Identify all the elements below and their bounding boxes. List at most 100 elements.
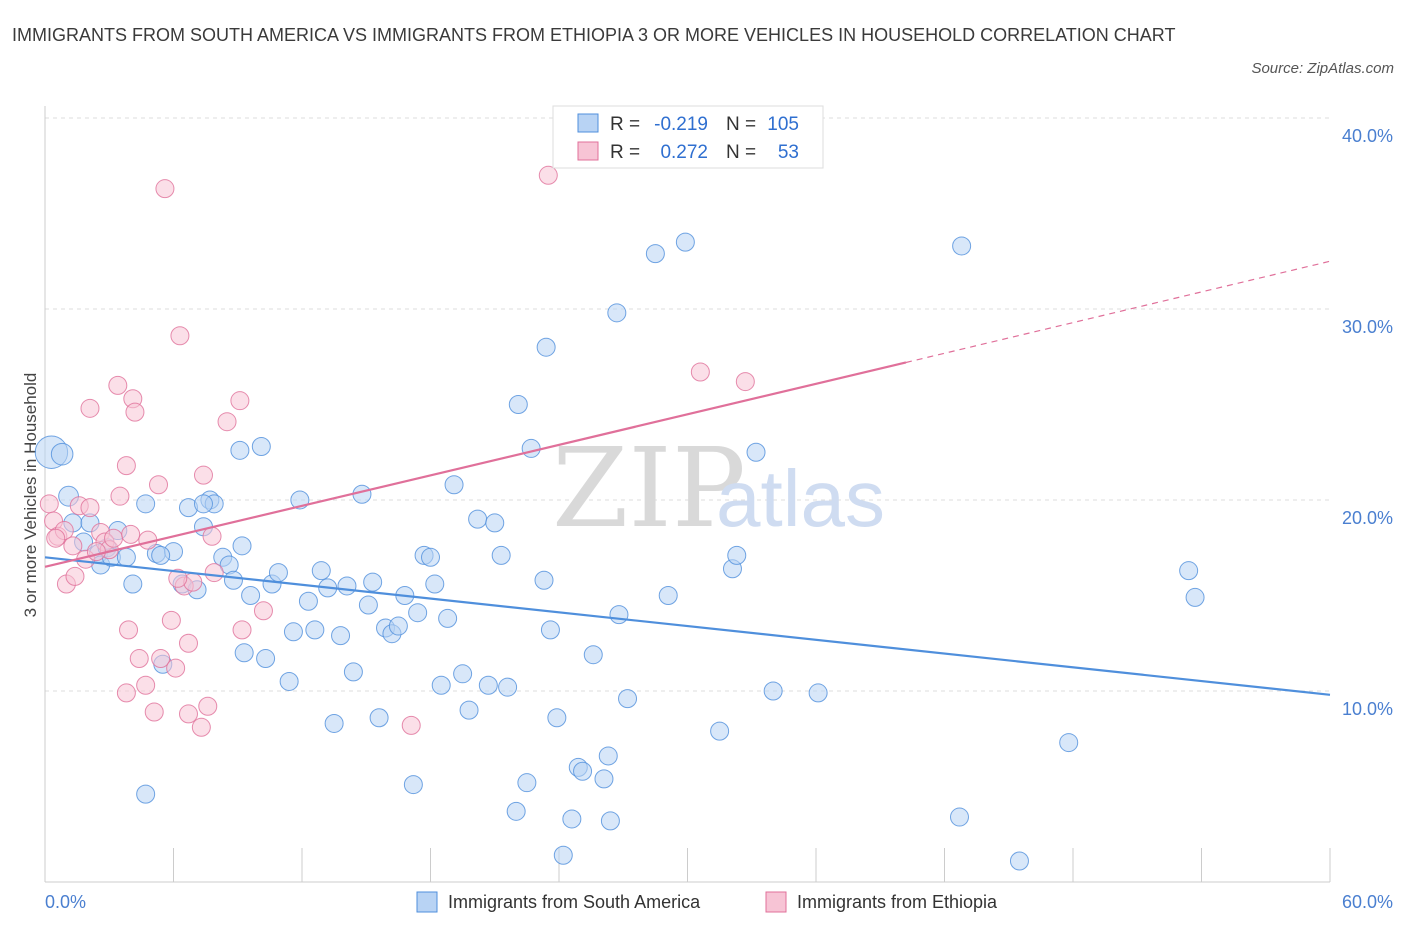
south-america-point-78 [573, 761, 593, 781]
ethiopia-point-37 [191, 717, 211, 737]
south-america-point-34 [283, 622, 303, 642]
south-america-point-27 [234, 643, 254, 663]
ethiopia-point-52 [168, 568, 188, 588]
y-tick-label-3: 40.0% [1342, 126, 1393, 146]
x-tick-label-1: 60.0% [1342, 892, 1393, 912]
ethiopia-point-34 [178, 704, 198, 724]
legend-n-label: N = [726, 114, 756, 135]
legend-r-value: -0.219 [654, 114, 708, 135]
south-america-point-30 [256, 649, 276, 669]
south-america-point-70 [521, 438, 541, 458]
ethiopia-point-14 [104, 528, 124, 548]
south-america-point-74 [547, 708, 567, 728]
ethiopia-point-40 [202, 526, 222, 546]
south-america-point-44 [352, 484, 372, 504]
watermark-atlas: atlas [716, 454, 885, 543]
ethiopia-point-43 [230, 391, 250, 411]
ethiopia-point-16 [108, 375, 128, 395]
south-america-point-67 [506, 801, 526, 821]
ethiopia-point-23 [129, 649, 149, 669]
south-america-point-71 [534, 570, 554, 590]
ethiopia-point-19 [119, 620, 139, 640]
correlation-legend: R = -0.219 N = 105 R = 0.272 N = 53 [552, 105, 824, 169]
south-america-point-103 [151, 545, 171, 565]
ethiopia-point-24 [136, 675, 156, 695]
south-america-point-82 [607, 303, 627, 323]
ethiopia-point-27 [149, 475, 169, 495]
south-america-point-25 [223, 570, 243, 590]
ethiopia-point-47 [538, 165, 558, 185]
legend-swatch-blue [577, 113, 599, 133]
ethiopia-trend-line [44, 361, 907, 568]
south-america-point-76 [553, 845, 573, 865]
ethiopia-point-17 [116, 683, 136, 703]
south-america-point-102 [193, 494, 213, 514]
trend-lines [44, 260, 1331, 696]
south-america-point-32 [268, 563, 288, 583]
ethiopia-point-45 [253, 601, 273, 621]
south-america-point-57 [431, 675, 451, 695]
chart-title: IMMIGRANTS FROM SOUTH AMERICA VS IMMIGRA… [12, 25, 1176, 45]
watermark-zip: ZIP [552, 424, 746, 552]
south-america-point-75 [562, 809, 582, 829]
source-label: Source: ZipAtlas.com [1251, 60, 1394, 77]
y-tick-label-1: 20.0% [1342, 508, 1393, 528]
south-america-point-66 [498, 677, 518, 697]
y-tick-label-2: 30.0% [1342, 317, 1393, 337]
south-america-point-85 [618, 689, 638, 709]
south-america-point-13 [136, 494, 156, 514]
south-america-point-52 [403, 775, 423, 795]
south-america-point-64 [485, 513, 505, 533]
south-america-point-86 [645, 244, 665, 264]
ethiopia-point-26 [144, 702, 164, 722]
south-america-point-45 [358, 595, 378, 615]
south-america-point-1 [50, 442, 74, 466]
ethiopia-point-15 [110, 486, 130, 506]
south-america-point-41 [331, 626, 351, 646]
ethiopia-point-42 [217, 412, 237, 432]
south-america-point-61 [459, 700, 479, 720]
ethiopia-point-9 [80, 498, 100, 518]
south-america-point-89 [710, 721, 730, 741]
south-america-point-40 [324, 713, 344, 733]
south-america-point-92 [746, 442, 766, 462]
south-america-point-73 [540, 620, 560, 640]
south-america-point-79 [583, 645, 603, 665]
series-label-south-america: Immigrants from South America [448, 892, 701, 912]
ethiopia-point-38 [193, 465, 213, 485]
south-america-point-94 [808, 683, 828, 703]
ethiopia-point-41 [204, 563, 224, 583]
series-legend: Immigrants from South America Immigrants… [416, 891, 998, 913]
south-america-point-97 [1009, 851, 1029, 871]
south-america-point-53 [408, 603, 428, 623]
south-america-point-83 [594, 769, 614, 789]
south-america-point-43 [343, 662, 363, 682]
ethiopia-point-31 [166, 658, 186, 678]
series-swatch-ethiopia [765, 891, 787, 913]
south-america-point-81 [600, 811, 620, 831]
south-america-point-72 [536, 337, 556, 357]
ethiopia-point-6 [65, 566, 85, 586]
ethiopia-point-50 [46, 528, 66, 548]
south-america-point-60 [453, 664, 473, 684]
legend-n-value: 105 [767, 114, 799, 135]
south-america-point-63 [478, 675, 498, 695]
south-america-point-93 [763, 681, 783, 701]
series-label-ethiopia: Immigrants from Ethiopia [797, 892, 998, 912]
y-axis-label: 3 or more Vehicles in Household [21, 373, 40, 618]
south-america-point-38 [311, 561, 331, 581]
ethiopia-point-51 [86, 542, 106, 562]
legend-r-label: R = [610, 142, 640, 163]
south-america-point-28 [241, 586, 261, 605]
series-swatch-south-america [416, 891, 438, 913]
south-america-point-99 [1179, 561, 1199, 581]
south-america-point-46 [363, 572, 383, 592]
ethiopia-point-35 [178, 633, 198, 653]
legend-n-value: 53 [778, 142, 799, 163]
south-america-point-55 [421, 547, 440, 567]
tick-labels: 10.0% 20.0% 30.0% 40.0% 0.0% 60.0% [45, 126, 1393, 912]
south-america-point-84 [609, 605, 629, 625]
south-america-point-65 [491, 545, 511, 565]
south-america-point-80 [598, 746, 618, 766]
